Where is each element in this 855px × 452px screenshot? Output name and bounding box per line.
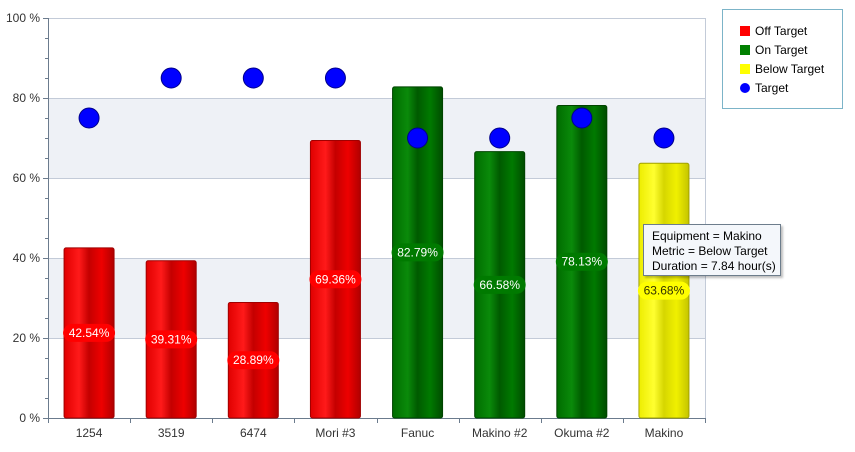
data-label: 42.54% [69, 326, 110, 340]
data-label: 69.36% [315, 272, 356, 286]
data-label-bg [227, 351, 280, 370]
target-point[interactable] [653, 127, 675, 149]
legend-item-target[interactable]: Target [740, 78, 842, 97]
legend-swatch-on-target [740, 44, 750, 55]
target-point[interactable] [324, 67, 346, 89]
y-tick-label: 100 % [6, 11, 40, 25]
x-tick-label: Fanuc [401, 426, 434, 440]
data-label-bg [145, 330, 198, 349]
y-tick-label: 20 % [13, 331, 41, 345]
target-point[interactable] [489, 127, 511, 149]
target-point[interactable] [160, 67, 182, 89]
x-tick-label: Makino [645, 426, 684, 440]
x-tick-label: 6474 [240, 426, 267, 440]
legend-swatch-off-target [740, 25, 750, 36]
legend-item-on-target[interactable]: On Target [740, 40, 842, 59]
legend-swatch-below-target [740, 63, 750, 74]
data-label: 66.58% [479, 278, 520, 292]
data-label-bg [473, 275, 526, 294]
legend: Off Target On Target Below Target Target [722, 9, 843, 109]
y-tick-label: 0 % [19, 411, 40, 425]
legend-label: Below Target [755, 61, 825, 76]
x-tick-label: 1254 [76, 426, 103, 440]
data-label-bg [637, 281, 690, 300]
tooltip-line-duration: Duration = 7.84 hour(s) [652, 259, 776, 273]
tooltip: Equipment = Makino Metric = Below Target… [643, 224, 781, 276]
data-label-bg [391, 243, 444, 262]
x-tick-label: Okuma #2 [554, 426, 610, 440]
tooltip-line-equipment: Equipment = Makino [652, 229, 762, 243]
target-point[interactable] [571, 107, 593, 129]
y-tick-label: 80 % [13, 91, 41, 105]
data-label-bg [63, 323, 116, 342]
data-label: 28.89% [233, 353, 274, 367]
data-label: 39.31% [151, 332, 192, 346]
data-label: 63.68% [644, 284, 685, 298]
y-tick-label: 40 % [13, 251, 41, 265]
target-point[interactable] [407, 127, 429, 149]
legend-item-below-target[interactable]: Below Target [740, 59, 842, 78]
x-tick-label: 3519 [158, 426, 185, 440]
legend-swatch-target [740, 82, 750, 93]
x-tick-label: Makino #2 [472, 426, 528, 440]
legend-label: On Target [755, 42, 808, 57]
legend-label: Off Target [755, 23, 808, 38]
y-tick-label: 60 % [13, 171, 41, 185]
tooltip-line-metric: Metric = Below Target [652, 244, 768, 258]
x-tick-label: Mori #3 [315, 426, 355, 440]
target-point[interactable] [242, 67, 264, 89]
data-label: 78.13% [561, 255, 602, 269]
legend-label: Target [755, 80, 789, 95]
data-label-bg [309, 270, 362, 289]
data-label: 82.79% [397, 245, 438, 259]
legend-item-off-target[interactable]: Off Target [740, 21, 842, 40]
target-point[interactable] [78, 107, 100, 129]
data-label-bg [555, 252, 608, 271]
